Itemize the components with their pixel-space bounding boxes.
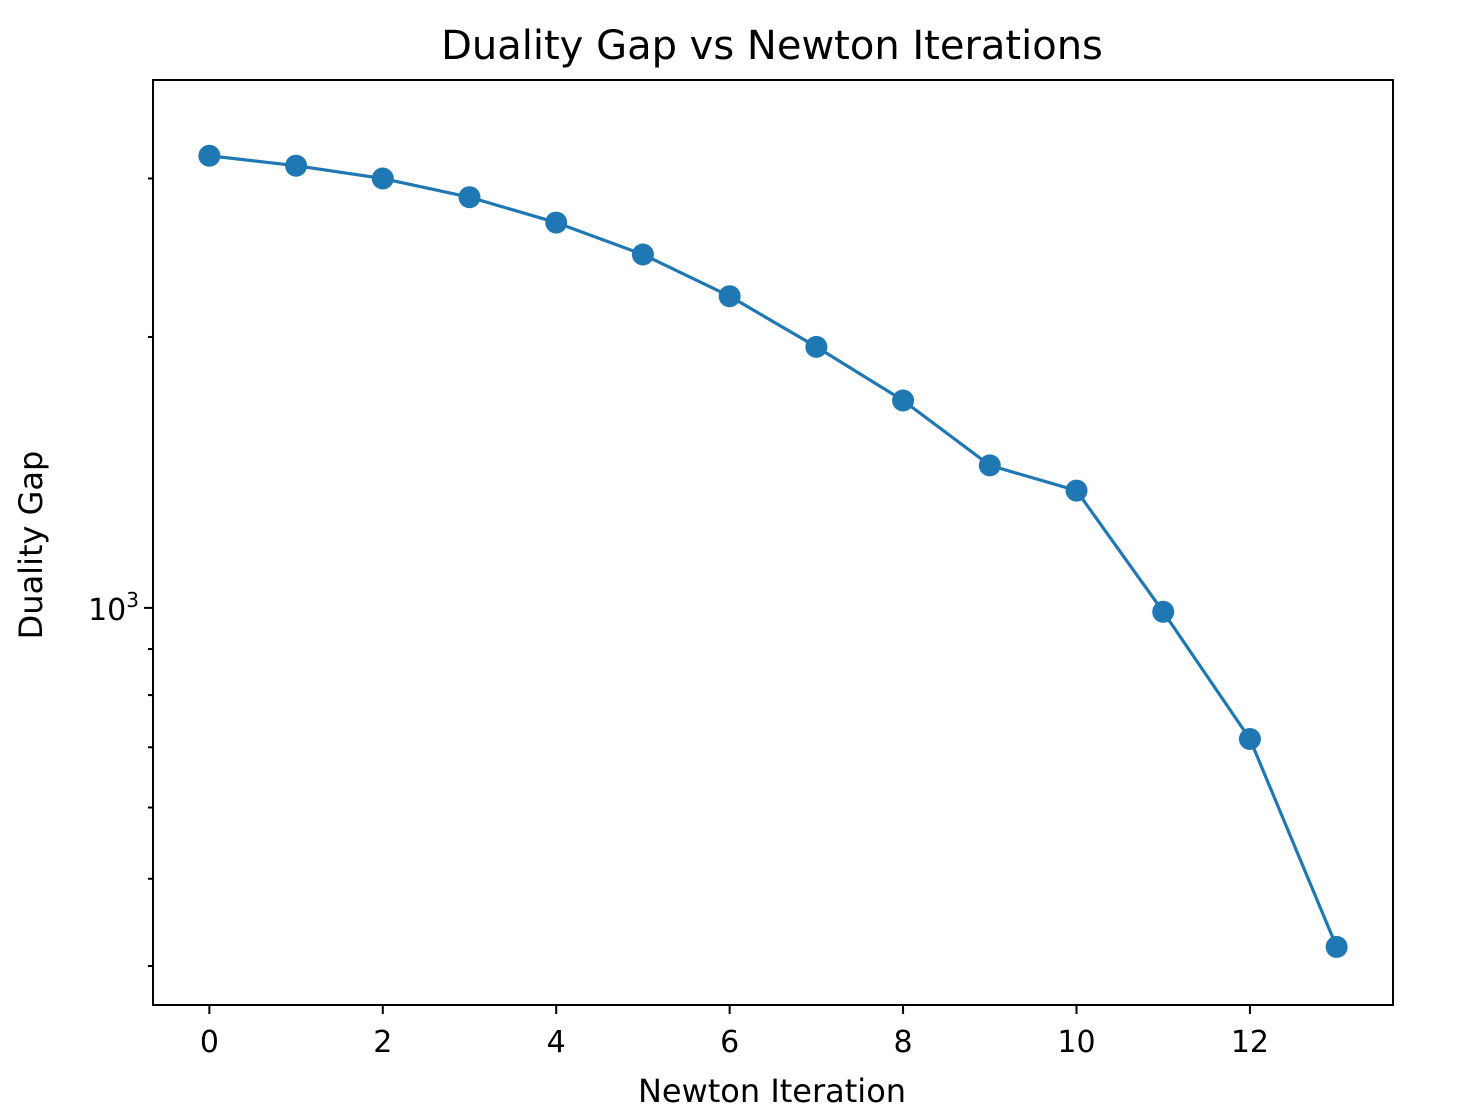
data-point-10 <box>1065 479 1088 502</box>
x-tick-label: 0 <box>200 1025 219 1060</box>
data-point-7 <box>805 335 828 358</box>
chart-title: Duality Gap vs Newton Iterations <box>441 23 1103 69</box>
x-tick-label: 4 <box>547 1025 566 1060</box>
data-point-6 <box>718 285 741 308</box>
data-point-0 <box>198 144 221 167</box>
y-tick-label: 103 <box>88 588 139 628</box>
x-axis-label: Newton Iteration <box>638 1072 906 1110</box>
y-axis: 103 <box>88 177 153 967</box>
data-point-8 <box>892 389 915 412</box>
x-tick-label: 12 <box>1231 1025 1269 1060</box>
data-point-9 <box>978 454 1001 477</box>
data-point-5 <box>631 243 654 266</box>
x-tick-label: 2 <box>373 1025 392 1060</box>
data-point-3 <box>458 186 481 209</box>
plot-area <box>198 144 1348 958</box>
data-point-12 <box>1238 727 1261 750</box>
y-axis-label: Duality Gap <box>12 451 50 640</box>
axes-frame <box>152 79 1394 1006</box>
x-tick-label: 8 <box>894 1025 913 1060</box>
x-axis: 0 2 4 6 8 10 12 <box>200 1005 1269 1060</box>
data-point-4 <box>545 211 568 234</box>
data-point-11 <box>1152 600 1175 623</box>
x-tick-label: 10 <box>1057 1025 1095 1060</box>
x-tick-label: 6 <box>720 1025 739 1060</box>
series-line <box>207 154 1339 949</box>
data-point-2 <box>371 167 394 190</box>
data-point-13 <box>1325 935 1348 958</box>
data-point-1 <box>285 154 308 177</box>
